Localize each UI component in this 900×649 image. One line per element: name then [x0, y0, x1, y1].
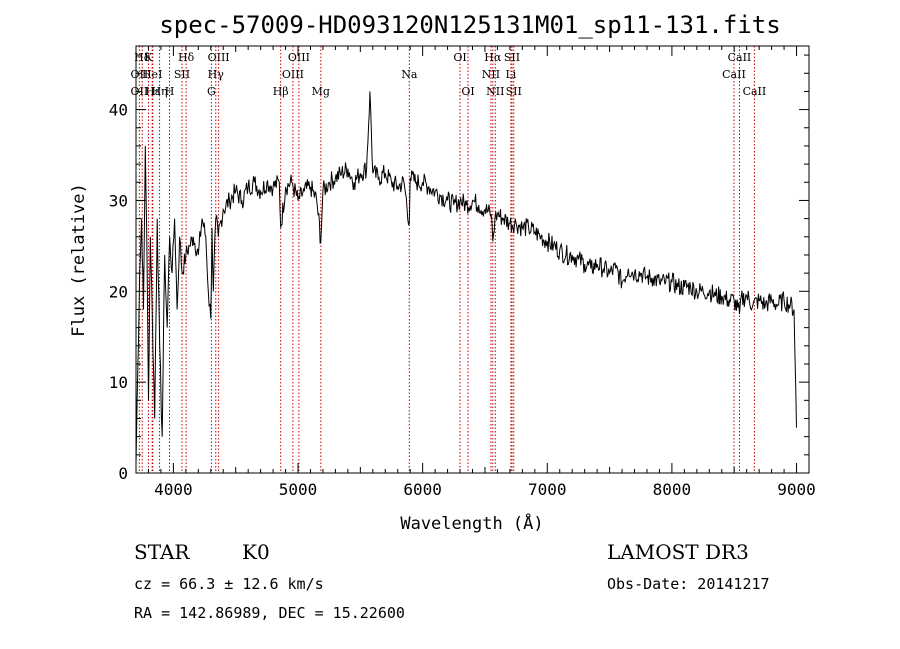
- x-tick-label: 6000: [403, 480, 442, 499]
- x-tick-label: 5000: [279, 480, 318, 499]
- line-label: H: [165, 85, 175, 98]
- x-axis: 4000 5000 6000 7000 8000 9000: [147, 46, 816, 499]
- line-label: G: [207, 85, 216, 98]
- line-label: OI: [453, 51, 466, 64]
- redshift-value: cz = 66.3 ± 12.6 km/s: [134, 575, 324, 593]
- x-axis-label: Wavelength (Å): [400, 512, 543, 534]
- x-tick-label: 9000: [777, 480, 816, 499]
- line-label: HeI: [142, 68, 162, 81]
- y-axis: 0 10 20 30 40: [109, 54, 809, 483]
- y-axis-label: Flux (relative): [69, 183, 89, 337]
- survey-name: LAMOST DR3: [607, 540, 749, 564]
- x-tick-label: 8000: [653, 480, 692, 499]
- line-label: Hδ: [134, 51, 151, 64]
- line-label: Li: [505, 68, 516, 81]
- line-label: CaII: [743, 85, 767, 98]
- object-class: STAR: [134, 540, 190, 564]
- line-label: Hδ: [178, 51, 195, 64]
- line-label: SII: [506, 85, 522, 98]
- line-label: OIII: [282, 68, 304, 81]
- x-tick-label: 4000: [154, 480, 193, 499]
- y-tick-label: 30: [109, 191, 128, 210]
- y-tick-label: 40: [109, 101, 128, 120]
- spectrum-line: [135, 91, 797, 464]
- y-tick-label: 0: [118, 464, 128, 483]
- line-label: OII: [131, 68, 149, 81]
- line-label: K: [144, 51, 153, 64]
- line-label: CaII: [722, 68, 746, 81]
- line-label: SII: [504, 51, 520, 64]
- line-label: Mg: [312, 85, 330, 98]
- line-label: NII: [482, 68, 500, 81]
- line-label: CaII: [728, 51, 752, 64]
- line-label: OIII: [208, 51, 230, 64]
- object-subclass: K0: [242, 540, 270, 564]
- emission-line-markers: [138, 46, 755, 473]
- line-label: Hα: [484, 51, 502, 64]
- plot-frame: [135, 45, 810, 474]
- coordinates: RA = 142.86989, DEC = 15.22600: [134, 604, 405, 622]
- x-tick-label: 7000: [528, 480, 567, 499]
- chart-title: spec-57009-HD093120N125131M01_sp11-131.f…: [159, 11, 780, 39]
- line-label: Hη: [151, 85, 167, 98]
- line-label: OII: [131, 85, 149, 98]
- line-label: Hε: [145, 85, 161, 98]
- obs-date: Obs-Date: 20141217: [607, 575, 770, 593]
- line-label: Hβ: [273, 85, 289, 98]
- line-label: Hγ: [208, 68, 225, 81]
- y-tick-label: 20: [109, 282, 128, 301]
- line-label: OI: [461, 85, 474, 98]
- line-label: SII: [174, 68, 190, 81]
- line-label: Na: [401, 68, 418, 81]
- y-tick-label: 10: [109, 373, 128, 392]
- line-label: NII: [486, 85, 504, 98]
- line-label: OIII: [288, 51, 310, 64]
